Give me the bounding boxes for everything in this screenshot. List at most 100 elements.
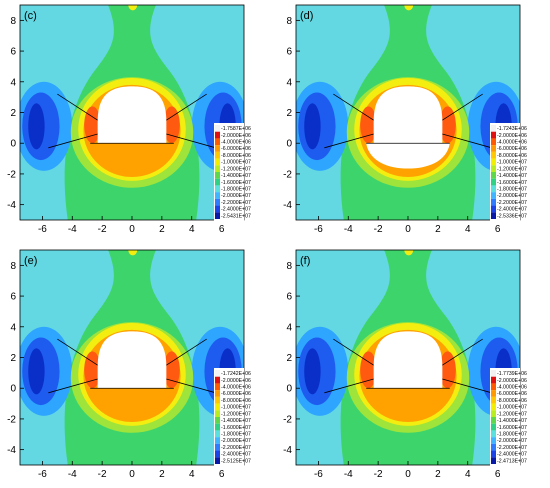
legend-entry: -1.7739E+06 xyxy=(497,371,527,377)
x-tick-label: 6 xyxy=(495,224,501,235)
legend-entry: -2.0000E+06 xyxy=(497,133,527,139)
y-tick-label: 8 xyxy=(286,261,292,272)
legend-entry: -2.0000E+07 xyxy=(497,438,527,444)
legend-entry: -4.0000E+06 xyxy=(221,139,251,145)
legend-entry: -1.0000E+07 xyxy=(221,160,251,166)
legend-swatch xyxy=(491,370,496,377)
anchor-line xyxy=(442,93,483,121)
legend-swatch xyxy=(491,403,496,411)
x-tick-label: 4 xyxy=(189,224,195,235)
legend-swatch xyxy=(215,390,220,397)
x-tick-label: 0 xyxy=(405,224,411,235)
x-tick-label: -2 xyxy=(98,469,107,480)
legend-swatch xyxy=(215,125,220,132)
legend-entry: -2.2000E+07 xyxy=(497,445,527,451)
anchor-line xyxy=(324,133,374,149)
blue-lobe-core-left xyxy=(28,348,45,395)
legend-entry: -1.7587E+06 xyxy=(221,126,251,132)
legend-entry: -6.0000E+06 xyxy=(221,391,251,397)
legend-entry: -4.0000E+06 xyxy=(221,384,251,390)
y-tick-label: 8 xyxy=(10,261,16,272)
panel-label: (f) xyxy=(300,255,310,267)
legend-entry: -2.4000E+07 xyxy=(497,207,527,213)
legend-swatch xyxy=(491,131,496,139)
contour-field xyxy=(296,250,520,465)
x-tick-label: -2 xyxy=(374,224,383,235)
legend-swatch xyxy=(491,138,496,146)
legend-entry: -1.2000E+07 xyxy=(497,411,527,417)
legend-entry: -2.4000E+07 xyxy=(221,452,251,458)
top-spot xyxy=(404,5,414,11)
legend-swatch xyxy=(491,437,496,444)
anchor-line xyxy=(57,93,98,121)
x-tick-label: 2 xyxy=(159,469,165,480)
legend-swatch xyxy=(215,370,220,377)
y-tick-label: 4 xyxy=(10,322,16,333)
legend-swatch xyxy=(215,205,220,213)
legend-swatch xyxy=(215,178,220,186)
opening xyxy=(373,86,443,144)
legend-entry: -8.0000E+06 xyxy=(221,398,251,404)
anchor-line xyxy=(333,338,374,366)
legend-swatch xyxy=(491,158,496,166)
y-tick-label: 2 xyxy=(286,353,292,364)
anchor-line xyxy=(333,93,374,121)
legend-swatch xyxy=(491,417,496,424)
x-tick-label: -2 xyxy=(374,469,383,480)
legend-entry: -1.6000E+07 xyxy=(221,180,251,186)
legend-entry: -1.0000E+07 xyxy=(221,405,251,411)
top-spot xyxy=(128,5,138,11)
anchor-line xyxy=(442,133,492,149)
x-tick-label: -4 xyxy=(344,224,353,235)
legend-swatch xyxy=(491,457,496,464)
legend-entry: -1.4000E+07 xyxy=(221,173,251,179)
legend-entry: -2.4713E+07 xyxy=(497,458,527,464)
anchor-line xyxy=(48,378,98,394)
x-tick-label: 6 xyxy=(219,224,225,235)
legend-swatch xyxy=(215,403,220,411)
anchor-line xyxy=(166,93,207,121)
x-tick-label: 2 xyxy=(159,224,165,235)
legend-entry: -1.4000E+07 xyxy=(497,173,527,179)
legend-swatch xyxy=(491,192,496,199)
x-tick-label: 4 xyxy=(465,224,471,235)
floor-zone xyxy=(366,143,450,169)
legend-swatch xyxy=(491,172,496,179)
x-tick-label: 0 xyxy=(129,224,135,235)
legend-entry: -1.2000E+07 xyxy=(497,166,527,172)
x-tick-label: 4 xyxy=(189,469,195,480)
legend-swatch xyxy=(491,212,496,219)
legend-swatch xyxy=(491,145,496,152)
y-tick-label: 4 xyxy=(10,77,16,88)
legend-entry: -6.0000E+06 xyxy=(221,146,251,152)
y-tick-label: -4 xyxy=(7,445,16,456)
top-spot xyxy=(128,250,138,256)
legend-entry: -1.8000E+07 xyxy=(221,431,251,437)
legend-entry: -1.6000E+07 xyxy=(221,425,251,431)
y-tick-label: 6 xyxy=(286,292,292,303)
x-tick-label: -4 xyxy=(68,224,77,235)
x-tick-label: 2 xyxy=(435,469,441,480)
legend-swatch xyxy=(215,437,220,444)
legend-entry: -2.5125E+07 xyxy=(221,458,251,464)
legend-entry: -2.0000E+06 xyxy=(497,378,527,384)
y-tick-label: 2 xyxy=(10,353,16,364)
legend-swatch xyxy=(491,151,496,159)
legend-entry: -2.0000E+07 xyxy=(221,438,251,444)
y-tick-label: -2 xyxy=(283,169,292,180)
legend-swatch xyxy=(491,430,496,438)
opening xyxy=(97,86,167,144)
legend-swatch xyxy=(215,192,220,199)
legend-entry: -1.0000E+07 xyxy=(497,405,527,411)
legend-swatch xyxy=(215,138,220,146)
legend-swatch xyxy=(491,443,496,451)
legend-swatch xyxy=(215,443,220,451)
legend-entry: -2.5336E+07 xyxy=(497,213,527,219)
legend-entry: -2.0000E+07 xyxy=(221,193,251,199)
y-tick-label: 6 xyxy=(10,47,16,58)
legend-swatch xyxy=(491,450,496,458)
legend-entry: -2.4000E+07 xyxy=(221,207,251,213)
y-tick-label: 8 xyxy=(286,16,292,27)
legend-entry: -1.6000E+07 xyxy=(497,425,527,431)
